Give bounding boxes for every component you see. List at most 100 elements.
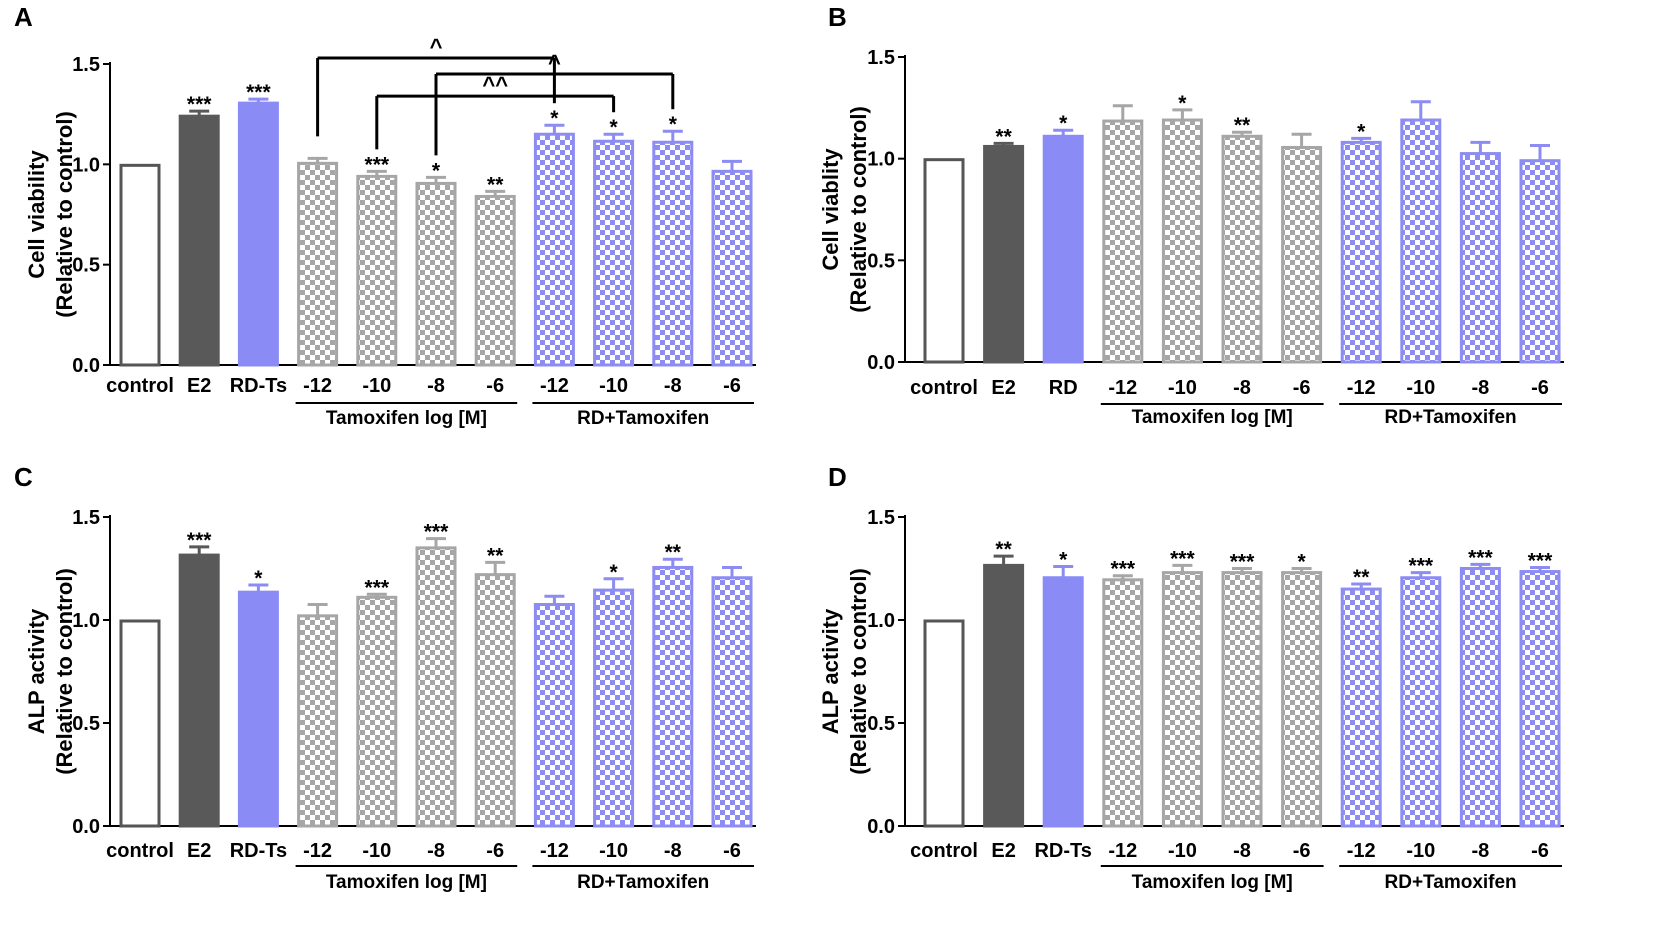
significance-label: *** <box>1409 555 1434 578</box>
significance-label: ** <box>1353 566 1370 589</box>
group-label: Tamoxifen log [M] <box>326 872 487 893</box>
panel-letter: D <box>828 462 847 492</box>
y-tick-label: 1.5 <box>867 507 895 529</box>
bar <box>1340 140 1382 364</box>
significance-label: * <box>1298 551 1307 574</box>
significance-label: * <box>610 116 619 139</box>
significance-label: ** <box>487 173 504 196</box>
y-tick-label: 0.0 <box>867 352 895 374</box>
bar <box>1102 578 1144 828</box>
category-label: -10 <box>362 840 391 862</box>
bar <box>983 563 1025 828</box>
bar <box>415 181 457 367</box>
bar <box>119 163 161 367</box>
category-label: control <box>910 377 978 399</box>
y-axis-label: Cell viability <box>24 150 49 279</box>
bar <box>1102 119 1144 364</box>
y-axis-label-sub: (Relative to control) <box>52 111 77 318</box>
category-label: control <box>106 375 174 397</box>
significance-label: * <box>1059 112 1068 135</box>
category-label: control <box>910 840 978 862</box>
category-label: -12 <box>303 375 332 397</box>
y-tick-label: 0.5 <box>72 255 100 277</box>
significance-label: *** <box>1468 546 1493 569</box>
bar <box>297 614 339 828</box>
significance-label: * <box>254 567 263 590</box>
comparison-label: ^ <box>430 34 443 59</box>
panel-letter: C <box>14 462 33 492</box>
y-axis-label-sub: (Relative to control) <box>52 568 77 775</box>
category-label: -6 <box>1531 840 1549 862</box>
category-label: E2 <box>991 377 1015 399</box>
y-tick-label: 0.5 <box>72 713 100 735</box>
bar <box>415 546 457 828</box>
bar <box>1221 571 1263 828</box>
bar <box>1340 587 1382 828</box>
category-label: -8 <box>664 375 682 397</box>
panel-letter: B <box>828 2 847 32</box>
category-label: -8 <box>427 840 445 862</box>
significance-label: *** <box>1170 547 1195 570</box>
comparison-label: ^ <box>548 50 561 75</box>
y-tick-label: 1.5 <box>867 47 895 69</box>
bar <box>923 158 965 364</box>
significance-label: *** <box>1230 551 1255 574</box>
category-label: -8 <box>427 375 445 397</box>
category-label: E2 <box>991 840 1015 862</box>
group-label: RD+Tamoxifen <box>1385 872 1517 893</box>
bar <box>533 132 575 367</box>
category-label: -12 <box>1108 377 1137 399</box>
category-label: -10 <box>362 375 391 397</box>
bar <box>593 139 635 367</box>
y-tick-label: 0.0 <box>867 816 895 838</box>
category-label: -12 <box>1347 377 1376 399</box>
bar <box>1459 566 1501 828</box>
bar <box>923 619 965 828</box>
y-axis-label-sub: (Relative to control) <box>846 106 871 313</box>
category-label: -8 <box>1472 840 1490 862</box>
bar <box>474 573 516 828</box>
y-tick-label: 1.5 <box>72 54 100 76</box>
category-label: -8 <box>664 840 682 862</box>
category-label: -6 <box>723 375 741 397</box>
bar <box>711 576 753 828</box>
significance-label: ** <box>995 125 1012 148</box>
bar <box>1221 134 1263 364</box>
y-tick-label: 0.5 <box>867 250 895 272</box>
bar <box>178 114 220 367</box>
bar <box>356 174 398 367</box>
bar <box>1281 145 1323 364</box>
panel-b: B 0.0 0.5 1.0 1.5 Cell viablity (Relative to c… <box>818 2 1564 428</box>
significance-label: * <box>1178 92 1187 115</box>
bar <box>356 595 398 828</box>
significance-label: ** <box>487 544 504 567</box>
category-label: -10 <box>1406 840 1435 862</box>
significance-label: * <box>1357 120 1366 143</box>
significance-label: ** <box>995 538 1012 561</box>
bar <box>652 140 694 367</box>
category-label: -10 <box>1168 840 1197 862</box>
y-axis-label: Cell viablity <box>818 148 843 271</box>
panel-d: D 0.0 0.5 1.0 1.5 ALP activity (Relative to co… <box>818 462 1564 893</box>
y-tick-label: 1.0 <box>72 610 100 632</box>
y-axis-label: ALP activity <box>24 608 49 734</box>
category-label: RD-Ts <box>230 840 287 862</box>
bar <box>1519 570 1561 828</box>
comparison-label: ^^ <box>482 72 508 97</box>
bar <box>533 603 575 828</box>
bar <box>297 161 339 367</box>
significance-label: * <box>432 159 441 182</box>
category-label: -12 <box>1108 840 1137 862</box>
bar <box>237 101 279 367</box>
significance-label: * <box>669 113 678 136</box>
group-label: Tamoxifen log [M] <box>1132 872 1293 893</box>
bar <box>652 565 694 828</box>
category-label: -10 <box>599 375 628 397</box>
bar <box>474 194 516 367</box>
bar <box>983 144 1025 364</box>
significance-label: *** <box>246 81 271 104</box>
significance-label: * <box>610 561 619 584</box>
y-tick-label: 0.0 <box>72 355 100 377</box>
